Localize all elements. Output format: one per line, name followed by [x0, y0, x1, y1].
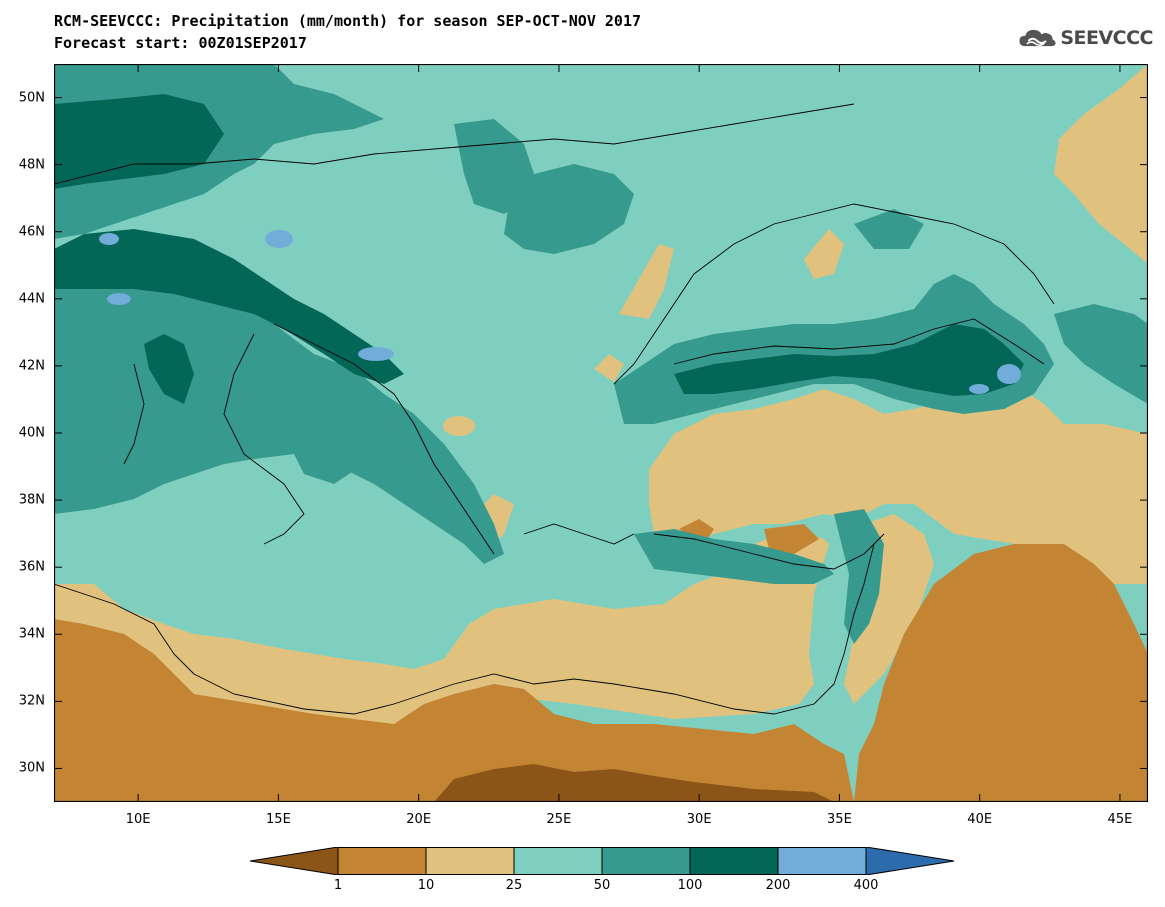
lon-tick-label: 15E: [266, 812, 291, 827]
colorbar-label: 200: [765, 878, 791, 893]
lat-tick-label: 32N: [18, 693, 45, 709]
lon-tick-label: 35E: [827, 812, 852, 827]
colorbar-label: 10: [417, 878, 435, 893]
lon-tick-label: 20E: [406, 812, 432, 827]
lat-tick-label: 50N: [18, 90, 45, 106]
field-10-25-dobruja: [619, 244, 674, 319]
field-1-10-north-africa: [54, 619, 854, 802]
lon-tick-label: 25E: [546, 812, 572, 827]
lat-tick-label: 38N: [18, 492, 45, 508]
field-1-10-turkey-spot2: [764, 524, 819, 554]
precipitation-map: [54, 64, 1148, 802]
coastlines: [54, 103, 1055, 715]
forecast-start: Forecast start: 00Z01SEP2017: [54, 34, 307, 52]
field-10-25-levant: [844, 514, 934, 704]
lon-tick-label: 10E: [125, 812, 151, 827]
colorbar-label: 100: [677, 878, 703, 893]
lat-tick-label: 44N: [18, 291, 45, 307]
field-10-25-thrace: [594, 354, 624, 382]
logo-text: SEEVCCC: [1060, 27, 1153, 49]
colorbar-label: 400: [853, 878, 879, 893]
seevccc-logo: SEEVCCC: [1018, 22, 1153, 54]
field-200-400: [99, 230, 1021, 394]
colorbar-cell: [777, 847, 867, 875]
field-below-1: [434, 764, 834, 802]
field-10-25-crimea: [804, 229, 844, 279]
field-10-25-caspian: [1054, 64, 1148, 264]
field-1-10-arabia: [854, 544, 1148, 802]
colorbar-cell: [337, 847, 427, 875]
colorbar-cell: [425, 847, 515, 875]
colorbar-cell: [601, 847, 691, 875]
colorbar-label: 50: [593, 878, 611, 893]
colorbar-cell-high: [865, 847, 955, 875]
lat-tick-label: 48N: [18, 157, 45, 173]
lat-tick-label: 34N: [18, 626, 45, 642]
lon-tick-label: 45E: [1107, 812, 1133, 827]
colorbar-label: 1: [333, 878, 343, 893]
lon-tick-label: 40E: [967, 812, 993, 827]
lat-tick-label: 36N: [18, 559, 45, 575]
lon-tick-label: 30E: [686, 812, 712, 827]
map-title: RCM-SEEVCCC: Precipitation (mm/month) fo…: [54, 12, 641, 30]
colorbar-cell-low: [250, 847, 339, 875]
colorbar-cell: [513, 847, 603, 875]
lat-tick-label: 40N: [18, 425, 45, 441]
colorbar-cell: [689, 847, 779, 875]
colorbar: [250, 847, 955, 875]
lat-tick-label: 42N: [18, 358, 45, 374]
cloud-icon: [1019, 29, 1056, 47]
lat-tick-label: 46N: [18, 224, 45, 240]
colorbar-label: 25: [505, 878, 523, 893]
lat-tick-label: 30N: [18, 760, 45, 776]
